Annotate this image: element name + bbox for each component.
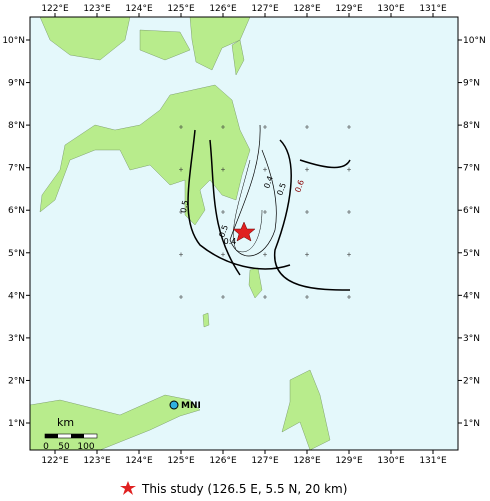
x-tick-label: 130°E bbox=[377, 4, 405, 14]
station-label: MNI bbox=[181, 401, 201, 411]
grid-point bbox=[221, 295, 225, 299]
samar-leyte bbox=[189, 16, 251, 71]
grid-point bbox=[305, 210, 309, 214]
contour-label: 0.5 bbox=[217, 224, 230, 239]
frame bbox=[29, 16, 459, 451]
contour bbox=[233, 159, 263, 252]
x-tick-label: 124°E bbox=[125, 4, 153, 14]
y-tick-label: 7°N bbox=[8, 164, 25, 174]
grid-point bbox=[263, 295, 267, 299]
scale-unit: km bbox=[57, 416, 74, 429]
grid-point bbox=[263, 210, 267, 214]
contour bbox=[209, 139, 241, 276]
grid-points bbox=[179, 125, 351, 299]
x-tick-label: 126°E bbox=[209, 456, 237, 466]
y-tick-label: 9°N bbox=[463, 79, 480, 89]
epicenter-star bbox=[232, 221, 256, 242]
x-tick-label: 122°E bbox=[41, 456, 69, 466]
contour-label: 0.5 bbox=[275, 182, 288, 197]
legend-text: This study (126.5 E, 5.5 N, 20 km) bbox=[141, 482, 347, 496]
x-tick-label: 125°E bbox=[167, 456, 195, 466]
y-tick-label: 9°N bbox=[8, 79, 25, 89]
x-tick-label: 124°E bbox=[125, 456, 153, 466]
x-tick-label: 129°E bbox=[335, 456, 363, 466]
grid-point bbox=[179, 125, 183, 129]
x-tick-label: 125°E bbox=[167, 4, 195, 14]
grid-point bbox=[221, 210, 225, 214]
grid-point bbox=[305, 252, 309, 257]
y-tick-label: 2°N bbox=[463, 376, 480, 386]
grid-point bbox=[347, 295, 351, 299]
y-tick-label: 1°N bbox=[8, 419, 25, 429]
contour bbox=[187, 129, 291, 270]
contour bbox=[229, 124, 277, 257]
grid-point bbox=[305, 125, 309, 129]
legend-star bbox=[120, 481, 136, 495]
grid-point bbox=[179, 210, 183, 214]
scale-label: 50 bbox=[58, 442, 70, 452]
sangihe bbox=[202, 312, 210, 328]
y-tick-label: 1°N bbox=[463, 419, 480, 429]
contour-label: 0.4 bbox=[224, 237, 237, 246]
bohol bbox=[139, 29, 191, 61]
grid-point bbox=[347, 125, 351, 129]
y-tick-label: 3°N bbox=[8, 334, 25, 344]
y-tick-label: 10°N bbox=[463, 36, 486, 46]
grid-point bbox=[347, 167, 351, 172]
scale-label: 0 bbox=[43, 442, 49, 452]
y-tick-label: 7°N bbox=[463, 164, 480, 174]
mindanao bbox=[39, 84, 251, 226]
x-tick-label: 128°E bbox=[293, 456, 321, 466]
grid-point bbox=[347, 252, 351, 257]
contour-label: 0.4 bbox=[262, 175, 275, 190]
x-tick-label: 123°E bbox=[83, 4, 111, 14]
y-tick-label: 5°N bbox=[463, 249, 480, 259]
y-tick-label: 2°N bbox=[8, 376, 25, 386]
contour-label: 0.5 bbox=[179, 200, 190, 214]
y-tick-label: 6°N bbox=[8, 206, 25, 216]
axes: 122°E 122°E 123°E 123°E 124°E 124°E 125°E 125°E… bbox=[2, 4, 485, 466]
grid-point bbox=[347, 210, 351, 214]
y-tick-label: 6°N bbox=[463, 206, 480, 216]
grid-point bbox=[305, 167, 309, 172]
scale-label: 100 bbox=[77, 442, 94, 452]
x-tick-label: 127°E bbox=[251, 456, 279, 466]
grid-point bbox=[263, 125, 267, 129]
x-tick-label: 126°E bbox=[209, 4, 237, 14]
contour-label: 0.6 bbox=[293, 179, 306, 194]
x-tick-label: 122°E bbox=[41, 4, 69, 14]
scale-bar-seg bbox=[71, 434, 84, 438]
grid-point bbox=[179, 167, 183, 172]
grid-point bbox=[263, 167, 267, 172]
siargao bbox=[231, 39, 245, 76]
y-tick-label: 8°N bbox=[463, 121, 480, 131]
y-tick-label: 3°N bbox=[463, 334, 480, 344]
contour bbox=[299, 159, 351, 169]
grid-point bbox=[221, 125, 225, 129]
x-tick-label: 128°E bbox=[293, 4, 321, 14]
x-tick-label: 131°E bbox=[419, 4, 447, 14]
scale-bar-seg bbox=[45, 434, 58, 438]
y-tick-label: 10°N bbox=[2, 36, 25, 46]
grid-point bbox=[263, 252, 267, 257]
x-tick-label: 129°E bbox=[335, 4, 363, 14]
x-tick-label: 123°E bbox=[83, 456, 111, 466]
contour bbox=[274, 139, 351, 291]
station-marker bbox=[169, 400, 179, 410]
y-tick-label: 4°N bbox=[463, 291, 480, 301]
x-tick-label: 130°E bbox=[377, 456, 405, 466]
grid-point bbox=[179, 295, 183, 299]
grid-point bbox=[305, 295, 309, 299]
grid-point bbox=[179, 252, 183, 257]
y-tick-label: 8°N bbox=[8, 121, 25, 131]
contours bbox=[187, 124, 351, 291]
x-tick-label: 127°E bbox=[251, 4, 279, 14]
y-tick-label: 4°N bbox=[8, 291, 25, 301]
contour-labels: 0.50.40.50.60.4 0.5 bbox=[179, 175, 306, 246]
y-tick-label: 5°N bbox=[8, 249, 25, 259]
grid-point bbox=[221, 252, 225, 257]
x-tick-label: 131°E bbox=[419, 456, 447, 466]
grid-point bbox=[221, 167, 225, 172]
